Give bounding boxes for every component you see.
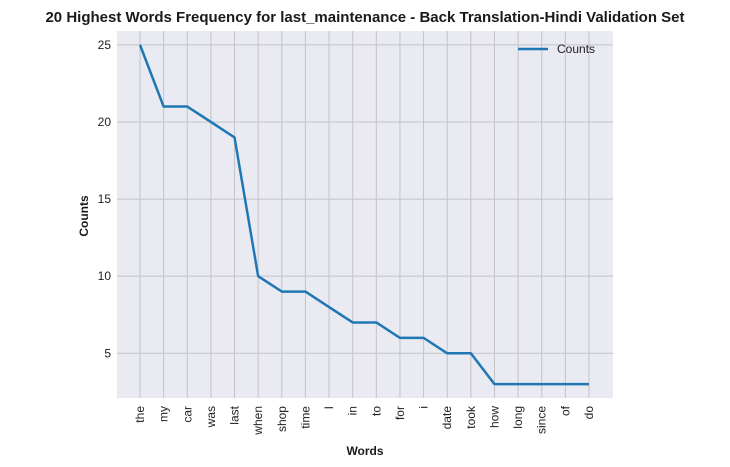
x-tick-label: was xyxy=(204,406,218,428)
y-tick-label: 5 xyxy=(104,346,111,360)
x-tick-label: took xyxy=(464,405,478,429)
grid xyxy=(117,31,613,398)
x-tick-label: in xyxy=(346,406,360,415)
legend: Counts xyxy=(518,42,595,56)
plot-area xyxy=(117,31,613,398)
x-tick-label: for xyxy=(393,406,407,420)
x-tick-label: I xyxy=(322,406,336,409)
x-tick-label: of xyxy=(558,405,572,416)
series-layer xyxy=(138,44,590,386)
y-tick-label: 20 xyxy=(98,115,112,129)
series-line-counts xyxy=(138,44,589,386)
x-tick-label: last xyxy=(228,405,242,424)
y-tick-label: 15 xyxy=(98,192,112,206)
x-tick-label: do xyxy=(582,406,596,420)
legend-label-counts: Counts xyxy=(557,42,595,56)
x-tick-label: long xyxy=(511,406,525,429)
y-tick-label: 10 xyxy=(98,269,112,283)
x-tick-label: i xyxy=(417,406,431,409)
y-tick-label: 25 xyxy=(98,38,112,52)
x-tick-label: how xyxy=(487,406,501,428)
x-tick-label: time xyxy=(298,406,312,429)
x-tick-label: when xyxy=(251,406,265,436)
x-tick-label: date xyxy=(440,406,454,430)
x-axis-label: Words xyxy=(346,444,383,458)
y-tick-labels: 5 10 15 20 25 xyxy=(98,38,112,360)
x-tick-label: my xyxy=(157,406,171,422)
y-axis-label: Counts xyxy=(77,195,91,237)
x-tick-label: car xyxy=(180,406,194,423)
x-tick-label: the xyxy=(133,406,147,423)
x-tick-label: to xyxy=(369,406,383,416)
x-tick-label: shop xyxy=(275,406,289,432)
x-tick-label: since xyxy=(535,406,549,434)
chart-title: 20 Highest Words Frequency for last_main… xyxy=(45,9,684,26)
